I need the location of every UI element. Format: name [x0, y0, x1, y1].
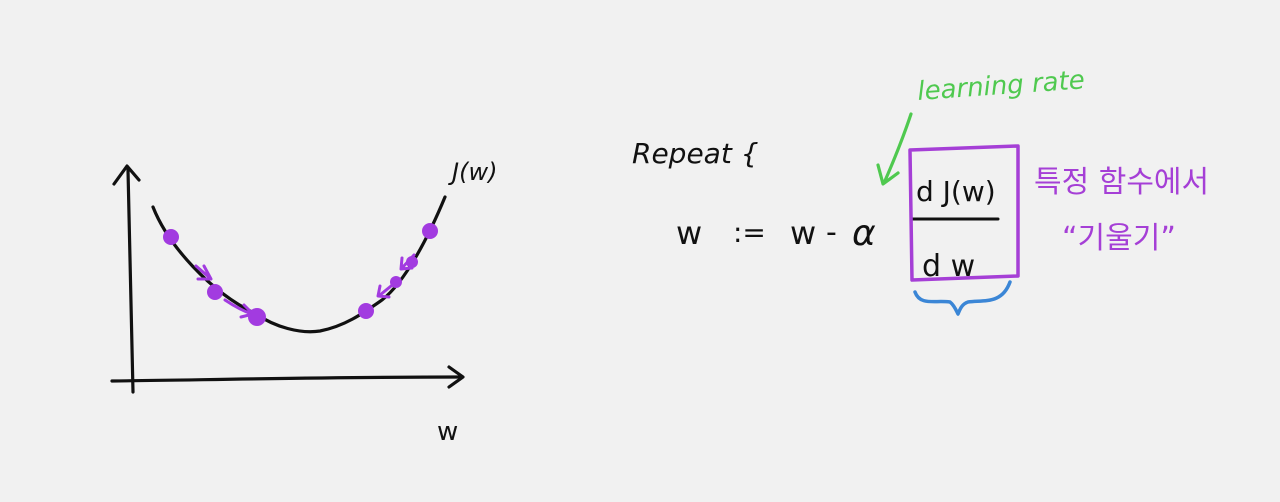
x-axis-label: w	[437, 417, 458, 447]
learning-rate-arrow-icon	[876, 112, 913, 186]
y-axis-arrow-icon	[112, 164, 141, 186]
gradient-box	[908, 144, 1020, 282]
descent-points	[163, 223, 438, 326]
x-axis-arrow-icon	[447, 365, 465, 389]
curve-label: J(w)	[448, 158, 497, 186]
descent-point	[422, 223, 438, 239]
cost-curve	[151, 195, 447, 334]
y-axis	[126, 168, 135, 394]
formula-lhs: w	[676, 214, 702, 252]
gradient-note-line2: “기울기”	[1062, 221, 1176, 256]
descent-point	[358, 303, 374, 319]
descent-arrow-left-1	[194, 264, 213, 281]
formula-assign: :=	[733, 216, 766, 249]
repeat-label: Repeat {	[632, 137, 759, 170]
cost-graph	[110, 164, 465, 394]
descent-point	[163, 229, 179, 245]
formula-rhs-prefix: w	[790, 214, 816, 252]
formula-alpha: α	[852, 213, 876, 254]
x-axis	[110, 375, 464, 383]
descent-arrows	[194, 253, 416, 319]
descent-point	[406, 256, 418, 268]
descent-point	[248, 308, 266, 326]
fraction-numerator: d J(w)	[916, 175, 996, 208]
gradient-brace	[913, 280, 1012, 316]
descent-point	[390, 276, 402, 288]
formula-minus: -	[826, 215, 837, 250]
learning-rate-label: learning rate	[916, 65, 1085, 107]
descent-point	[207, 284, 223, 300]
gradient-note-line1: 특정 함수에서	[1034, 165, 1209, 200]
